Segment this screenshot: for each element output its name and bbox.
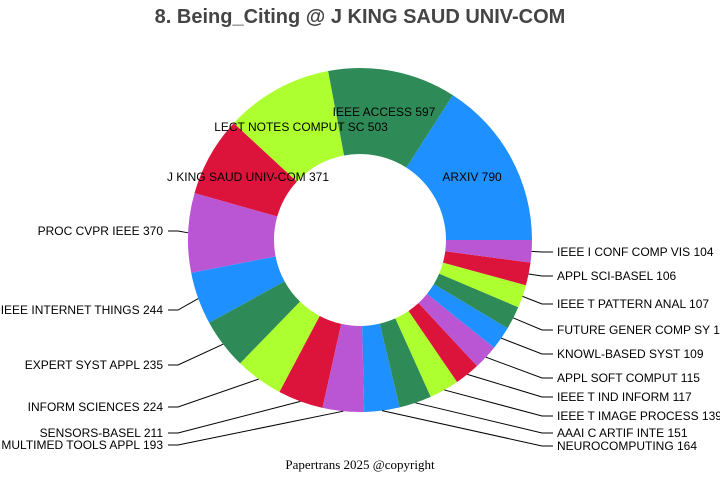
- donut-slice-ieee-i-conf-comp-vis: [445, 240, 532, 263]
- leader-line: [531, 250, 553, 253]
- leader-line: [415, 402, 553, 434]
- leader-line: [513, 317, 553, 331]
- slice-label: FUTURE GENER COMP SY 108: [557, 323, 720, 337]
- slice-label: IEEE INTERNET THINGS 244: [1, 303, 164, 317]
- donut-slice-ieee-t-ind-inform: [408, 303, 478, 382]
- donut-slice-lect-notes-comput-sc: [233, 70, 345, 182]
- donut-slice-proc-cvpr-ieee: [188, 193, 278, 273]
- donut-slice-future-gener-comp-sy: [433, 273, 519, 329]
- donut-slices: [188, 68, 532, 412]
- slice-label: APPL SCI-BASEL 106: [557, 269, 677, 283]
- leader-line: [168, 410, 344, 446]
- leader-line: [528, 273, 553, 277]
- leader-line: [467, 373, 553, 398]
- donut-slice-aaai-c-artif-inte: [379, 318, 431, 408]
- leader-line: [444, 389, 553, 417]
- donut-slice-knowl-based-syst: [427, 284, 508, 348]
- donut-slice-ieee-t-image-process: [395, 310, 458, 397]
- leader-line: [168, 400, 301, 434]
- leader-line: [501, 337, 553, 355]
- slice-label: IEEE I CONF COMP VIS 104: [557, 245, 714, 259]
- slice-label: APPL SOFT COMPUT 115: [557, 371, 700, 385]
- slice-label: SENSORS-BASEL 211: [40, 426, 164, 440]
- leader-line: [168, 378, 259, 408]
- slice-label: IEEE ACCESS 597: [333, 105, 436, 119]
- slice-label: ARXIV 790: [442, 170, 502, 184]
- leader-line: [168, 343, 224, 366]
- donut-slice-sensors-basel: [279, 315, 342, 408]
- slice-label: LECT NOTES COMPUT SC 503: [214, 120, 388, 134]
- copyright-footer: Papertrans 2025 @copyright: [285, 457, 435, 472]
- slice-label: AAAI C ARTIF INTE 151: [557, 426, 688, 440]
- slice-label: IEEE T IMAGE PROCESS 139: [557, 409, 720, 423]
- slice-label: NEUROCOMPUTING 164: [557, 439, 697, 453]
- slice-label: INFORM SCIENCES 224: [28, 400, 164, 414]
- leader-lines: [168, 230, 553, 447]
- slice-label: IEEE T PATTERN ANAL 107: [557, 297, 709, 311]
- slice-label: KNOWL-BASED SYST 109: [557, 347, 704, 361]
- slice-label: J KING SAUD UNIV-COM 371: [167, 170, 329, 184]
- chart-title: 8. Being_Citing @ J KING SAUD UNIV-COM: [154, 6, 566, 28]
- donut-slice-arxiv: [406, 95, 532, 240]
- leader-line: [168, 230, 189, 234]
- donut-slice-expert-syst-appl: [209, 281, 301, 364]
- leader-line: [168, 298, 199, 311]
- donut-slice-ieee-internet-things: [191, 256, 285, 323]
- donut-slice-neurocomputing: [362, 323, 400, 412]
- slice-label: PROC CVPR IEEE 370: [38, 224, 164, 238]
- donut-slice-j-king-saud-univ-com: [194, 123, 297, 217]
- donut-slice-inform-sciences: [240, 301, 320, 392]
- leader-line: [522, 295, 553, 305]
- leader-line: [381, 410, 553, 447]
- donut-slice-appl-soft-comput: [418, 293, 495, 367]
- slice-label: IEEE T IND INFORM 117: [557, 390, 692, 404]
- donut-slice-appl-sci-basel: [442, 251, 531, 286]
- leader-line: [485, 356, 553, 379]
- donut-slice-ieee-t-pattern-anal: [439, 262, 526, 308]
- slice-label: MULTIMED TOOLS APPL 193: [1, 438, 163, 452]
- donut-slice-ieee-access: [328, 68, 453, 168]
- slice-label: EXPERT SYST APPL 235: [25, 358, 164, 372]
- donut-slice-multimed-tools-appl: [322, 323, 365, 412]
